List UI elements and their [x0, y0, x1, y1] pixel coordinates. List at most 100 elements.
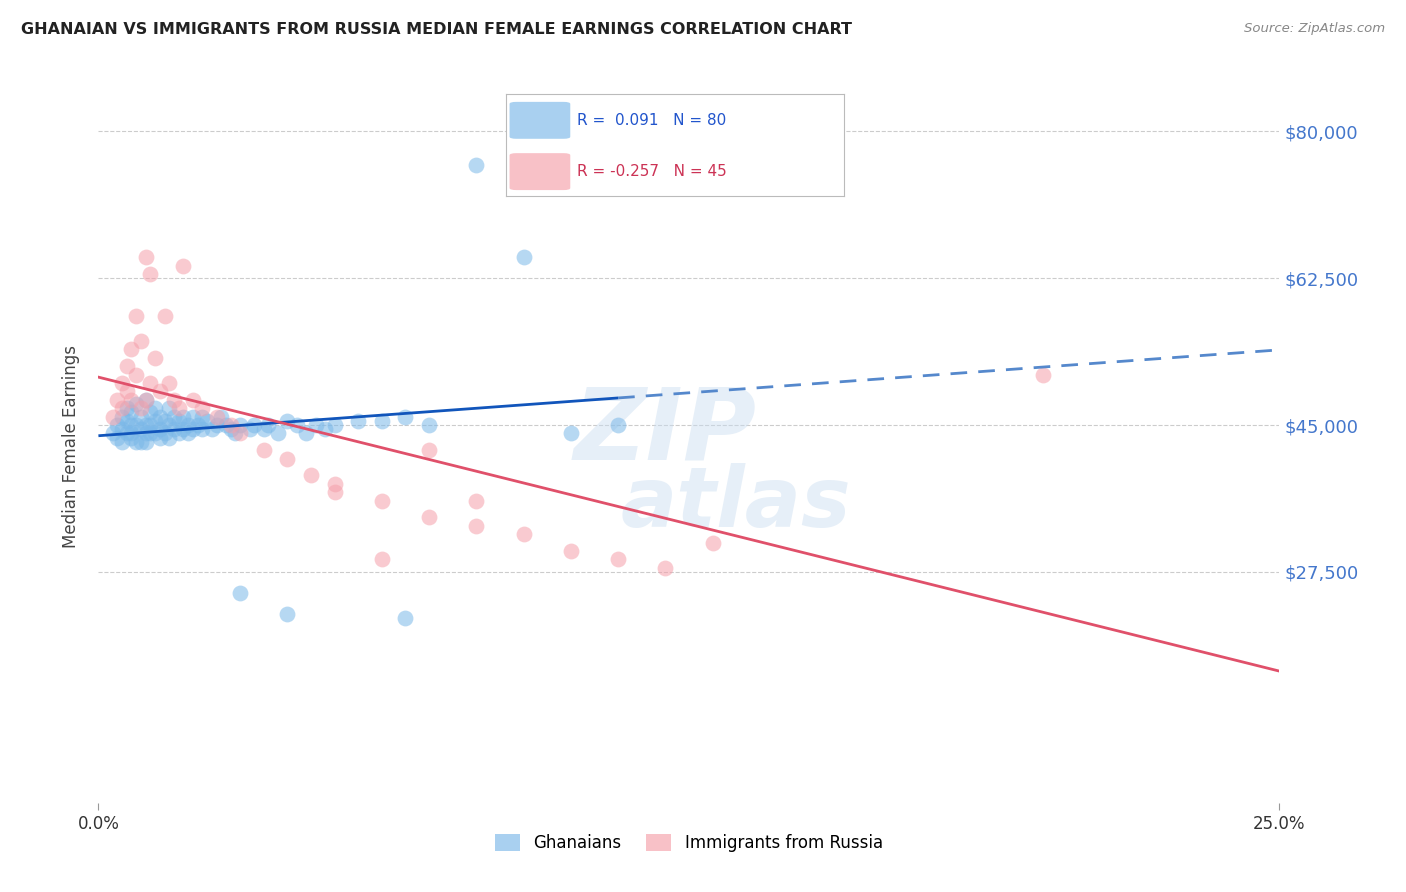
Point — [135, 434, 157, 449]
Point — [111, 422, 134, 436]
Point — [191, 401, 214, 416]
Point — [702, 535, 724, 549]
Point — [418, 443, 440, 458]
Text: GHANAIAN VS IMMIGRANTS FROM RUSSIA MEDIAN FEMALE EARNINGS CORRELATION CHART: GHANAIAN VS IMMIGRANTS FROM RUSSIA MEDIA… — [21, 22, 852, 37]
Point — [135, 250, 157, 264]
Point — [139, 426, 162, 441]
Point — [115, 384, 138, 399]
Point — [115, 401, 138, 416]
Point — [121, 431, 143, 445]
Point — [153, 309, 176, 323]
Point — [139, 267, 162, 281]
Text: Source: ZipAtlas.com: Source: ZipAtlas.com — [1244, 22, 1385, 36]
Point — [276, 607, 298, 621]
Point — [121, 392, 143, 407]
Point — [149, 422, 172, 436]
Point — [167, 414, 190, 428]
Point — [163, 422, 186, 436]
Point — [181, 392, 204, 407]
Point — [560, 426, 582, 441]
Point — [347, 414, 370, 428]
Point — [205, 409, 228, 424]
Point — [172, 409, 194, 424]
Point — [187, 417, 209, 432]
Point — [219, 422, 242, 436]
Point — [149, 384, 172, 399]
Point — [371, 552, 394, 566]
Point — [209, 409, 232, 424]
Point — [143, 426, 166, 441]
Point — [177, 417, 200, 432]
Point — [219, 417, 242, 432]
Point — [167, 426, 190, 441]
Point — [224, 426, 246, 441]
Text: R =  0.091   N = 80: R = 0.091 N = 80 — [576, 112, 727, 128]
Point — [295, 426, 318, 441]
Point — [139, 405, 162, 419]
Point — [115, 414, 138, 428]
Point — [139, 376, 162, 390]
Point — [195, 414, 218, 428]
Point — [181, 409, 204, 424]
Point — [253, 443, 276, 458]
FancyBboxPatch shape — [509, 153, 571, 190]
Point — [163, 392, 186, 407]
Point — [201, 422, 224, 436]
Point — [111, 376, 134, 390]
Point — [135, 392, 157, 407]
Text: atlas: atlas — [621, 463, 852, 543]
Point — [121, 343, 143, 357]
Point — [299, 468, 322, 483]
Point — [607, 552, 630, 566]
Point — [215, 417, 238, 432]
Point — [143, 401, 166, 416]
Point — [153, 426, 176, 441]
Point — [276, 451, 298, 466]
Legend: Ghanaians, Immigrants from Russia: Ghanaians, Immigrants from Russia — [488, 827, 890, 859]
Point — [560, 544, 582, 558]
Point — [101, 409, 124, 424]
Point — [205, 417, 228, 432]
Point — [139, 417, 162, 432]
Point — [257, 417, 280, 432]
Point — [115, 426, 138, 441]
Point — [149, 431, 172, 445]
Point — [143, 351, 166, 365]
Point — [465, 493, 488, 508]
Point — [121, 405, 143, 419]
Point — [111, 409, 134, 424]
Point — [157, 417, 180, 432]
Point — [323, 476, 346, 491]
Point — [143, 414, 166, 428]
Point — [607, 417, 630, 432]
Point — [129, 401, 152, 416]
Point — [125, 397, 148, 411]
Point — [229, 586, 252, 600]
Point — [323, 485, 346, 500]
Point — [253, 422, 276, 436]
Point — [512, 527, 534, 541]
Point — [276, 414, 298, 428]
Point — [157, 431, 180, 445]
Point — [129, 422, 152, 436]
Point — [172, 259, 194, 273]
Point — [243, 417, 266, 432]
Point — [129, 334, 152, 348]
Point — [285, 417, 308, 432]
Point — [129, 409, 152, 424]
FancyBboxPatch shape — [509, 102, 571, 139]
Point — [125, 417, 148, 432]
Point — [101, 426, 124, 441]
Point — [394, 611, 416, 625]
Text: ZIP: ZIP — [574, 384, 756, 480]
Text: R = -0.257   N = 45: R = -0.257 N = 45 — [576, 164, 727, 179]
Point — [229, 426, 252, 441]
Point — [105, 392, 128, 407]
Point — [172, 422, 194, 436]
Point — [512, 250, 534, 264]
Point — [181, 422, 204, 436]
Point — [418, 510, 440, 524]
Point — [157, 376, 180, 390]
Point — [105, 417, 128, 432]
Point — [323, 417, 346, 432]
